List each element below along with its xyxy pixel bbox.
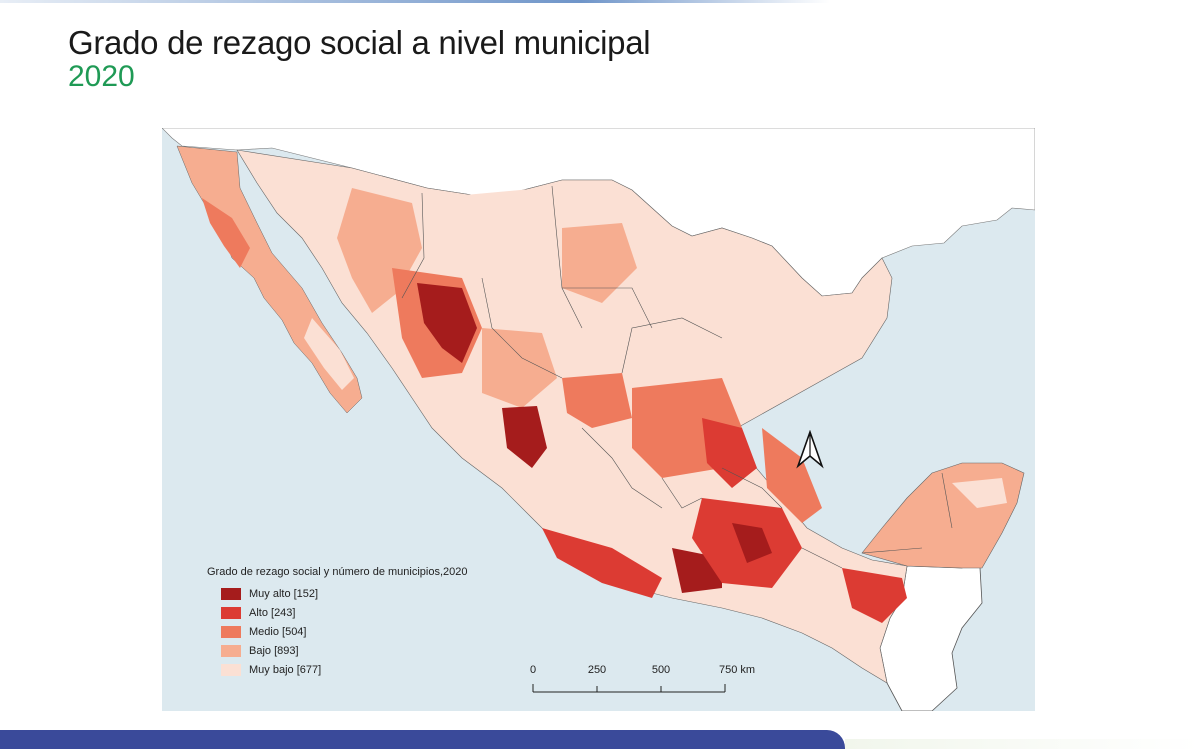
scale-bar: 0 250 500 750 km <box>525 664 765 700</box>
coahuila-bajo <box>562 223 637 303</box>
page-subtitle: 2020 <box>68 60 135 93</box>
mexico-map <box>162 128 1035 711</box>
guerrero-coast-alto <box>542 528 662 598</box>
chiapas-alto <box>842 568 907 623</box>
legend-item-muy-bajo: Muy bajo [677] <box>207 660 467 679</box>
legend-item-medio: Medio [504] <box>207 622 467 641</box>
durango-bajo <box>482 328 557 408</box>
scale-tick-250: 250 <box>587 664 607 676</box>
legend-swatch-medio <box>221 625 241 638</box>
scale-tick-0: 0 <box>529 664 537 676</box>
oaxaca-muyalto <box>732 523 772 563</box>
legend-swatch-muy-alto <box>221 587 241 600</box>
map-legend: Grado de rezago social y número de munic… <box>207 566 467 679</box>
huasteca-alto <box>702 418 757 488</box>
legend-item-alto: Alto [243] <box>207 603 467 622</box>
page-title: Grado de rezago social a nivel municipal <box>68 24 651 61</box>
scale-bar-line <box>532 684 726 693</box>
legend-item-muy-alto: Muy alto [152] <box>207 584 467 603</box>
legend-swatch-muy-bajo <box>221 663 241 676</box>
veracruz-medio <box>762 428 822 523</box>
legend-label-muy-alto: Muy alto [152] <box>249 587 319 600</box>
scale-tick-750: 750 km <box>718 664 756 676</box>
legend-item-bajo: Bajo [893] <box>207 641 467 660</box>
baja-north-medio <box>202 198 250 268</box>
legend-label-medio: Medio [504] <box>249 625 307 638</box>
zacatecas-medio <box>562 373 632 428</box>
legend-label-muy-bajo: Muy bajo [677] <box>249 663 322 676</box>
legend-label-bajo: Bajo [893] <box>249 644 299 657</box>
state-borders <box>401 185 953 569</box>
bottom-fade-strip <box>845 739 1200 749</box>
scale-tick-500: 500 <box>651 664 671 676</box>
sierra-tarahumara-muyalto <box>417 283 477 363</box>
map-frame <box>162 128 1035 711</box>
legend-swatch-bajo <box>221 644 241 657</box>
nayarit-muyalto <box>502 406 547 468</box>
legend-swatch-alto <box>221 606 241 619</box>
yucatan-muybajo <box>952 478 1007 508</box>
baja-south-muybajo <box>304 318 354 390</box>
chihuahua-muybajo <box>432 188 562 278</box>
legend-title: Grado de rezago social y número de munic… <box>207 566 468 578</box>
legend-label-alto: Alto [243] <box>249 606 296 619</box>
bottom-accent-bar <box>0 730 845 749</box>
top-accent-strip <box>0 0 830 3</box>
north-arrow-icon <box>795 429 825 470</box>
